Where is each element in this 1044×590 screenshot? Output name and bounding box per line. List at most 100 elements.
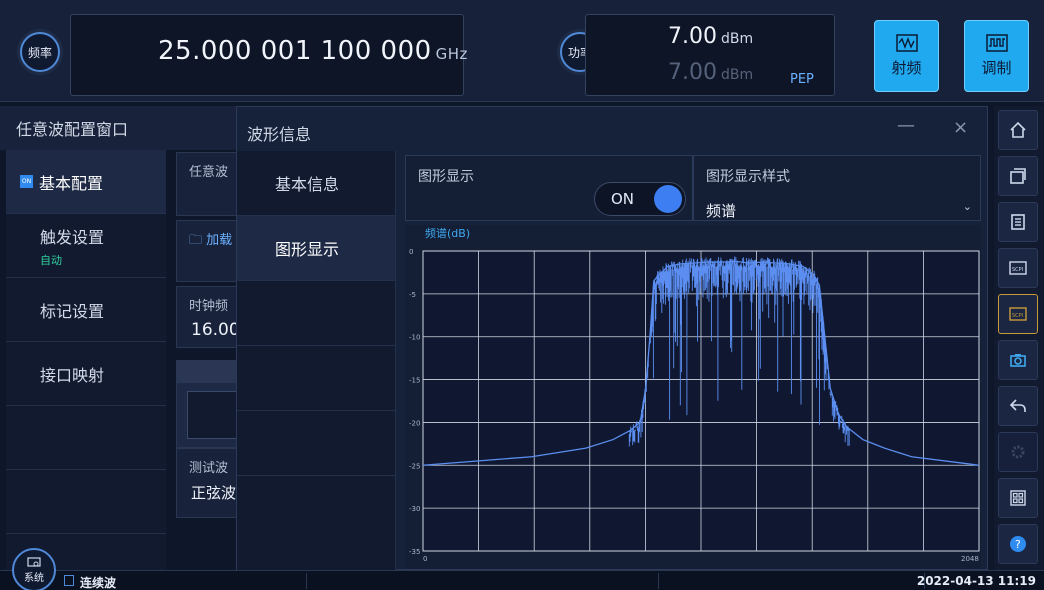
y-tick-label: -30: [409, 505, 420, 513]
dialog-nav: 基本信息 图形显示: [237, 151, 396, 571]
spectrum-chart: 0 -5 -10 -15 -20 -25 -30 -35 0 2048 频谱(dB): [405, 225, 981, 569]
y-tick-label: -25: [409, 462, 420, 470]
graph-style-select[interactable]: 图形显示样式 频谱 ⌄: [693, 155, 981, 221]
windows-button[interactable]: [998, 156, 1038, 196]
system-button-label: 系统: [24, 572, 44, 584]
gear-icon: [1011, 445, 1025, 459]
frequency-field[interactable]: [70, 14, 464, 96]
modulation-wave-icon: [985, 34, 1008, 52]
arb-field[interactable]: 任意波: [176, 152, 238, 216]
test-waveform-value: 正弦波: [191, 484, 237, 502]
frequency-value: 25.000 001 100 000: [158, 36, 432, 66]
clock-frequency-value: 16.00: [191, 320, 238, 340]
dialog-nav-empty: [237, 411, 395, 476]
y-tick-label: -20: [409, 419, 420, 427]
folder-icon: 🗀: [189, 233, 203, 248]
svg-text:?: ?: [1015, 538, 1021, 551]
modulation-button-label: 调制: [981, 59, 1012, 77]
y-tick-label: -10: [409, 334, 420, 342]
toggle-knob: [654, 185, 682, 213]
nav-marker-settings-label: 标记设置: [40, 301, 105, 321]
waveform-thumbnail[interactable]: [176, 382, 238, 448]
graph-style-value: 频谱: [706, 202, 737, 220]
tab-basic-info-label: 基本信息: [275, 175, 340, 194]
status-bar: 连续波 2022-04-13 11:19: [0, 570, 1044, 590]
frequency-button-label: 频率: [27, 45, 52, 60]
spectrum-line: [422, 260, 980, 466]
tab-graph-display-label: 图形显示: [275, 240, 340, 259]
list-button[interactable]: [998, 202, 1038, 242]
chevron-down-icon: ⌄: [962, 200, 972, 213]
tab-basic-info[interactable]: 基本信息: [237, 151, 395, 216]
screenshot-button[interactable]: [998, 340, 1038, 380]
modulation-button[interactable]: 调制: [964, 20, 1029, 92]
nav-trigger-settings-label: 触发设置: [40, 227, 105, 247]
status-datetime: 2022-04-13 11:19: [916, 574, 1036, 588]
camera-icon: [1010, 354, 1026, 367]
rf-wave-icon: [895, 34, 918, 52]
clock-frequency-label: 时钟频: [189, 299, 229, 314]
nav-empty-slot: [6, 406, 166, 470]
y-tick-label: -35: [409, 548, 420, 556]
power-field[interactable]: [585, 14, 835, 96]
tab-graph-display[interactable]: 图形显示: [237, 216, 395, 281]
status-divider: [306, 573, 307, 589]
nav-basic-config-label: 基本配置: [39, 173, 104, 193]
scpi-icon: SCPI: [1009, 261, 1027, 275]
status-divider: [658, 573, 659, 589]
arb-field-label: 任意波: [189, 165, 229, 180]
load-button-row: 🗀 加载: [177, 221, 238, 253]
chart-title: 频谱(dB): [425, 226, 470, 240]
windows-icon: [1010, 168, 1026, 184]
minimize-button[interactable]: —: [897, 115, 915, 136]
frequency-readout: 25.000 001 100 000 GHz: [158, 36, 468, 66]
layout-button[interactable]: [998, 478, 1038, 518]
nav-interface-mapping-label: 接口映射: [40, 365, 105, 385]
back-arrow-icon: [1009, 399, 1026, 412]
right-toolbar: SCPI SCPI ?: [994, 106, 1044, 570]
status-divider: [924, 573, 925, 589]
thumbnail-frame: [187, 391, 238, 439]
graph-display-label: 图形显示: [418, 169, 474, 185]
spectrum-noise: [628, 256, 850, 447]
test-waveform-label: 测试波: [189, 461, 229, 476]
y-tick-label: 0: [409, 248, 413, 256]
home-button[interactable]: [998, 110, 1038, 150]
list-icon: [1011, 214, 1025, 230]
dialog-nav-empty: [237, 346, 395, 411]
close-button[interactable]: ×: [953, 117, 969, 138]
power-pep-unit: dBm: [720, 67, 754, 83]
x-tick-label: 2048: [961, 555, 979, 563]
nav-basic-config[interactable]: ON 基本配置: [6, 150, 166, 214]
settings-button[interactable]: [998, 432, 1038, 472]
power-pep-readout: 7.00 dBm: [668, 60, 753, 85]
scpi-record-icon: SCPI: [1009, 307, 1027, 321]
nav-interface-mapping[interactable]: 接口映射: [6, 342, 166, 406]
pep-label: PEP: [790, 72, 814, 87]
rf-button[interactable]: 射频: [874, 20, 939, 92]
test-waveform-field[interactable]: 测试波 正弦波: [176, 448, 238, 518]
arb-config-content: 任意波 🗀 加载 时钟频 16.00 测试波 正弦波: [166, 150, 238, 570]
on-icon: ON: [20, 175, 33, 188]
scpi-active-button[interactable]: SCPI: [998, 294, 1038, 334]
arb-config-nav: ON 基本配置 触发设置 自动 标记设置 接口映射: [6, 150, 166, 570]
help-icon: ?: [1010, 536, 1026, 552]
help-button[interactable]: ?: [998, 524, 1038, 564]
y-tick-label: -5: [409, 291, 416, 299]
scpi-button[interactable]: SCPI: [998, 248, 1038, 288]
dialog-body: 图形显示 ON 图形显示样式 频谱 ⌄ 0 -5 -10 -15 -20 -25 -30 -3…: [405, 155, 981, 569]
frequency-button[interactable]: 频率: [20, 32, 60, 72]
load-button-label: 加载: [206, 233, 233, 248]
x-tick-label: 0: [423, 555, 427, 563]
power-readout: 7.00 dBm: [668, 24, 753, 49]
nav-marker-settings[interactable]: 标记设置: [6, 278, 166, 342]
svg-text:SCPI: SCPI: [1012, 267, 1023, 273]
dialog-title: 波形信息: [247, 125, 312, 144]
system-button[interactable]: 系统: [12, 548, 56, 590]
back-button[interactable]: [998, 386, 1038, 426]
clock-frequency-field[interactable]: 时钟频 16.00: [176, 286, 238, 348]
load-button[interactable]: 🗀 加载: [176, 220, 238, 282]
nav-trigger-settings[interactable]: 触发设置 自动: [6, 214, 166, 278]
graph-display-toggle[interactable]: ON: [594, 182, 686, 216]
top-bar: 频率 25.000 001 100 000 GHz 功率 7.00 dBm 7.00…: [0, 0, 1044, 102]
